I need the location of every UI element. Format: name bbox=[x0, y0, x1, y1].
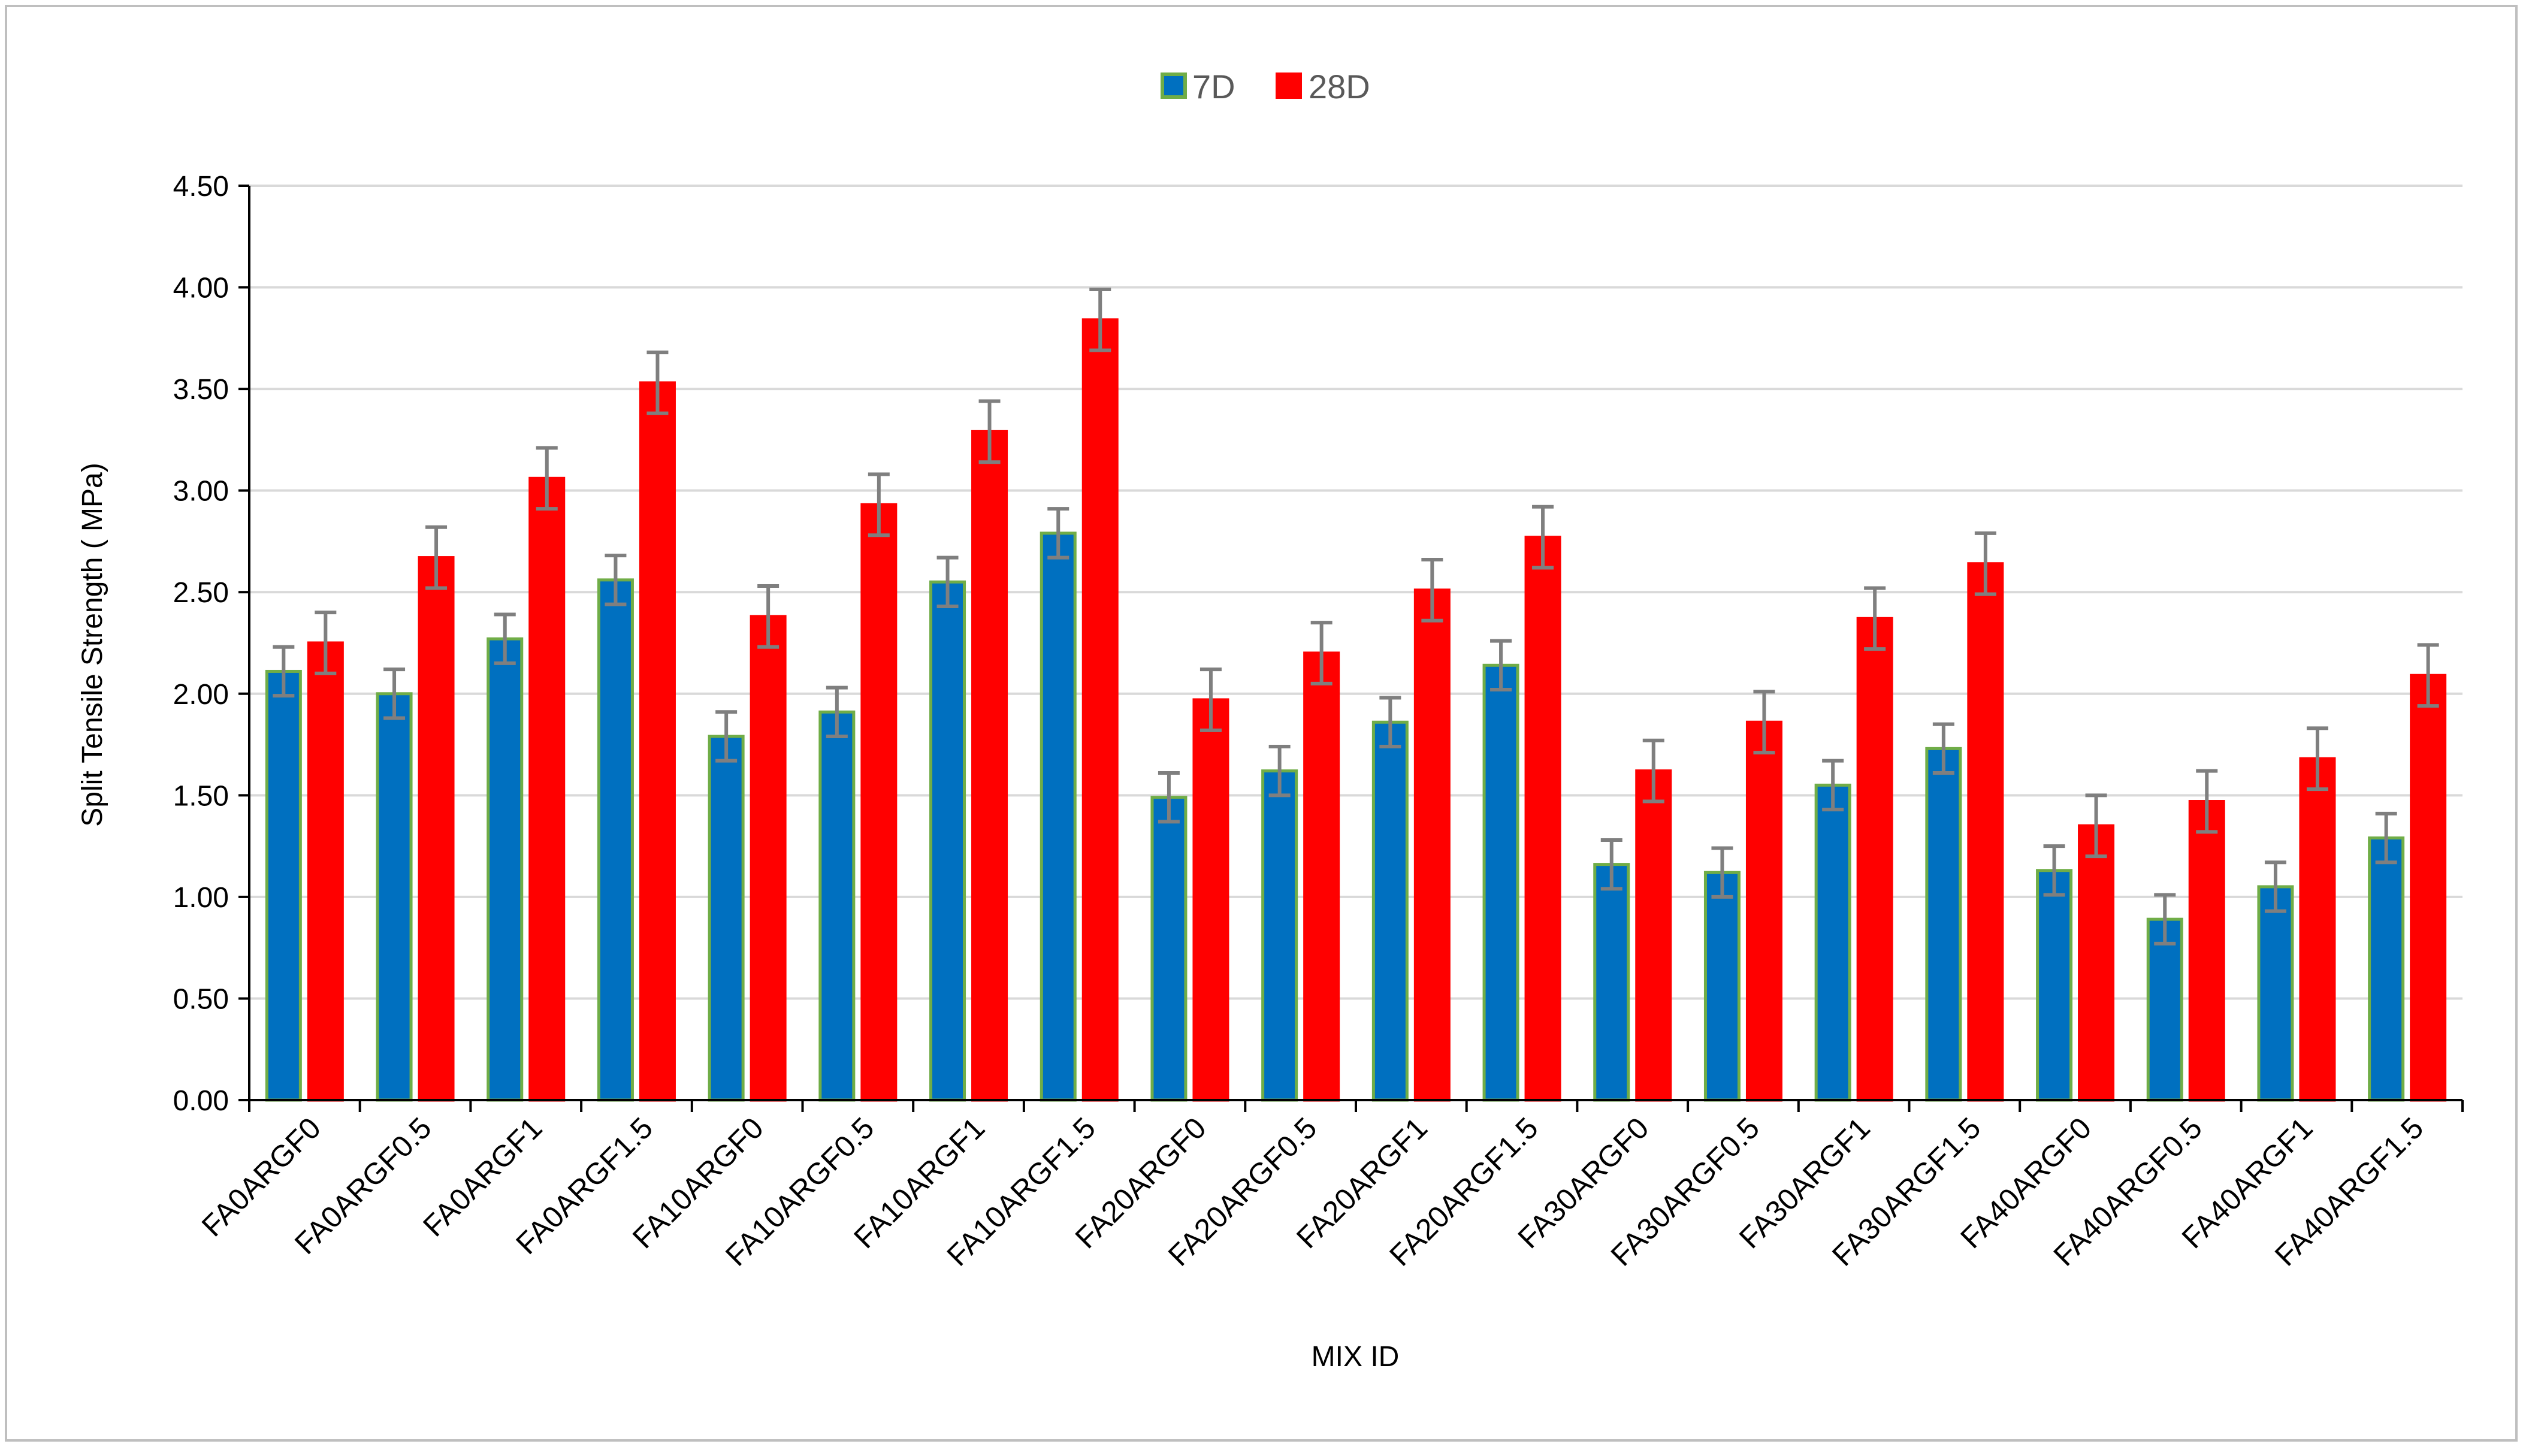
y-tick-label: 1.00 bbox=[173, 882, 229, 914]
bar-28d-fa30argf0 bbox=[1635, 769, 1672, 1102]
y-tick-label: 0.50 bbox=[173, 983, 229, 1015]
y-tick-label: 2.00 bbox=[173, 679, 229, 711]
bar-7d-fa40argf1-5 bbox=[2368, 836, 2405, 1102]
y-tick-label: 2.50 bbox=[173, 577, 229, 609]
bar-28d-fa0argf0-5 bbox=[418, 556, 455, 1102]
bar-7d-fa0argf0-5 bbox=[376, 692, 413, 1102]
axes bbox=[238, 185, 2464, 1112]
legend-swatch-28d bbox=[1276, 73, 1302, 99]
bar-7d-fa0argf0 bbox=[265, 669, 302, 1102]
bar-28d-fa40argf0-5 bbox=[2188, 800, 2225, 1102]
y-axis-tick-labels: 0.00 0.50 1.00 1.50 2.00 2.50 3.00 3.50 4.00 4.50 bbox=[173, 171, 229, 1117]
bar-28d-fa30argf1 bbox=[1856, 617, 1893, 1102]
bar-28d-fa20argf1-5 bbox=[1524, 536, 1561, 1102]
bar-7d-fa40argf0-5 bbox=[2146, 917, 2183, 1102]
y-axis-title: Split Tensile Strength ( MPa) bbox=[77, 463, 108, 826]
bar-7d-fa40argf1 bbox=[2257, 885, 2294, 1102]
legend-swatch-7d bbox=[1161, 73, 1187, 99]
legend: 7D 28D bbox=[1161, 68, 1370, 105]
bar-28d-fa40argf1-5 bbox=[2410, 673, 2447, 1102]
y-tick-label: 1.50 bbox=[173, 780, 229, 812]
bar-7d-fa40argf0 bbox=[2036, 869, 2073, 1102]
y-tick-label: 4.00 bbox=[173, 273, 229, 304]
gridlines bbox=[249, 185, 2462, 1000]
bar-28d-fa10argf1-5 bbox=[1081, 318, 1119, 1102]
bar-28d-fa40argf1 bbox=[2299, 757, 2336, 1102]
bar-28d-fa30argf0-5 bbox=[1745, 720, 1782, 1102]
bar-28d-fa20argf0-5 bbox=[1303, 651, 1340, 1102]
legend-label-7d: 7D bbox=[1192, 68, 1235, 105]
bar-7d-fa10argf1 bbox=[929, 580, 966, 1102]
bars bbox=[265, 318, 2447, 1102]
bar-7d-fa0argf1-5 bbox=[597, 578, 634, 1102]
y-tick-label: 3.00 bbox=[173, 476, 229, 508]
x-axis-category-labels: FA0ARGF0FA0ARGF0.5FA0ARGF1FA0ARGF1.5FA10… bbox=[195, 1111, 2430, 1273]
bar-28d-fa20argf1 bbox=[1413, 588, 1451, 1102]
y-tick-label: 0.00 bbox=[173, 1085, 229, 1117]
bar-7d-fa10argf0-5 bbox=[818, 710, 856, 1102]
legend-label-28d: 28D bbox=[1309, 68, 1370, 105]
bar-28d-fa10argf0 bbox=[750, 615, 787, 1102]
bar-28d-fa30argf1-5 bbox=[1967, 562, 2004, 1102]
bar-7d-fa30argf0 bbox=[1593, 863, 1630, 1102]
bar-28d-fa0argf1 bbox=[528, 476, 566, 1102]
y-tick-label: 3.50 bbox=[173, 374, 229, 406]
bar-7d-fa30argf1 bbox=[1814, 783, 1851, 1102]
bar-7d-fa30argf0-5 bbox=[1703, 871, 1741, 1102]
bar-7d-fa20argf1-5 bbox=[1482, 663, 1519, 1102]
bar-28d-fa20argf0 bbox=[1192, 698, 1229, 1102]
bar-7d-fa20argf1 bbox=[1371, 720, 1409, 1102]
bar-7d-fa20argf0 bbox=[1150, 796, 1188, 1102]
bar-28d-fa10argf1 bbox=[971, 430, 1008, 1102]
bar-7d-fa0argf1 bbox=[487, 637, 524, 1102]
y-tick-label: 4.50 bbox=[173, 171, 229, 203]
bar-28d-fa10argf0-5 bbox=[860, 503, 898, 1102]
bar-28d-fa0argf0 bbox=[307, 641, 344, 1102]
bar-7d-fa10argf1-5 bbox=[1040, 531, 1077, 1102]
x-axis-title: MIX ID bbox=[1312, 1341, 1400, 1373]
bar-7d-fa20argf0-5 bbox=[1261, 769, 1298, 1102]
bar-7d-fa10argf0 bbox=[708, 735, 745, 1102]
error-bars bbox=[273, 287, 2439, 946]
bar-28d-fa40argf0 bbox=[2078, 824, 2115, 1102]
bar-7d-fa30argf1-5 bbox=[1925, 747, 1962, 1102]
bar-28d-fa0argf1-5 bbox=[639, 381, 676, 1102]
